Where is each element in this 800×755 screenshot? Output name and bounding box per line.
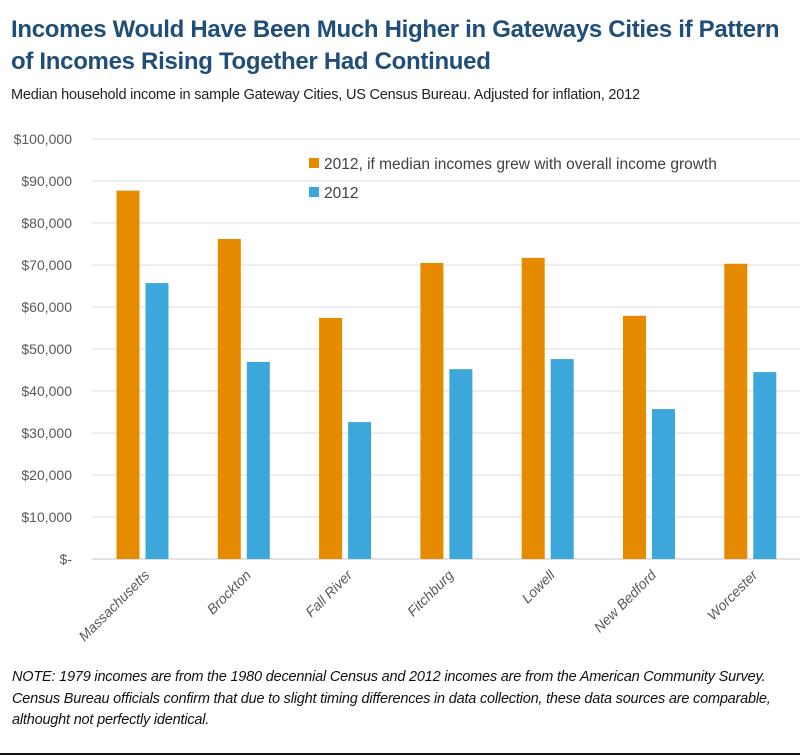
legend-swatch: [309, 158, 319, 168]
y-tick-label: $60,000: [21, 299, 72, 315]
legend-label: 2012: [324, 185, 358, 202]
bar-actual-fall-river: [348, 422, 372, 559]
bar-projected-new-bedford: [623, 315, 646, 559]
bar-projected-worcester: [724, 263, 748, 559]
y-tick-label: $50,000: [21, 341, 72, 357]
y-tick-label: $30,000: [21, 425, 72, 441]
x-category-label: Fitchburg: [404, 567, 457, 620]
bar-actual-brockton: [246, 362, 270, 559]
footnote: NOTE: 1979 incomes are from the 1980 dec…: [12, 669, 771, 728]
x-category-label: Lowell: [518, 566, 558, 606]
legend-label: 2012, if median incomes grew with overal…: [324, 156, 717, 173]
y-tick-label: $90,000: [21, 173, 72, 189]
y-tick-label: $10,000: [21, 509, 72, 525]
bar-actual-lowell: [550, 359, 574, 559]
x-category-label: Fall River: [302, 566, 356, 620]
y-tick-label: $40,000: [21, 383, 72, 399]
bar-projected-brockton: [217, 238, 241, 559]
bar-actual-new-bedford: [652, 409, 675, 559]
x-category-label: Worcester: [704, 566, 761, 623]
x-category-label: New Bedford: [591, 566, 660, 635]
bar-actual-massachusetts: [145, 283, 169, 559]
y-tick-label: $70,000: [21, 257, 72, 273]
bottom-divider: [0, 753, 800, 755]
legend-swatch: [309, 187, 319, 197]
bar-actual-worcester: [753, 372, 777, 559]
bar-chart: $- $10,000 $20,000 $30,000 $40,000 $50,000 $60…: [14, 131, 800, 644]
y-tick-label: $-: [60, 551, 73, 567]
bar-projected-lowell: [521, 257, 545, 559]
y-tick-label: $20,000: [21, 467, 72, 483]
bar-projected-massachusetts: [116, 190, 140, 559]
x-category-label: Massachusetts: [75, 567, 152, 644]
bar-projected-fall-river: [319, 317, 343, 559]
chart-subtitle: Median household income in sample Gatewa…: [11, 87, 640, 103]
bar-actual-fitchburg: [449, 369, 473, 559]
x-category-label: Brockton: [204, 567, 255, 618]
y-tick-label: $100,000: [14, 131, 73, 147]
x-axis-labels: Massachusetts Brockton Fall River Fitchburg…: [75, 566, 761, 644]
chart-title: Incomes Would Have Been Much Higher in G…: [11, 16, 780, 75]
bars: [116, 190, 777, 559]
gridlines: [92, 138, 800, 560]
legend: 2012, if median incomes grew with overal…: [309, 156, 717, 202]
y-axis-ticks: $- $10,000 $20,000 $30,000 $40,000 $50,000 $60…: [14, 131, 73, 567]
y-tick-label: $80,000: [21, 215, 72, 231]
bar-projected-fitchburg: [420, 262, 444, 559]
